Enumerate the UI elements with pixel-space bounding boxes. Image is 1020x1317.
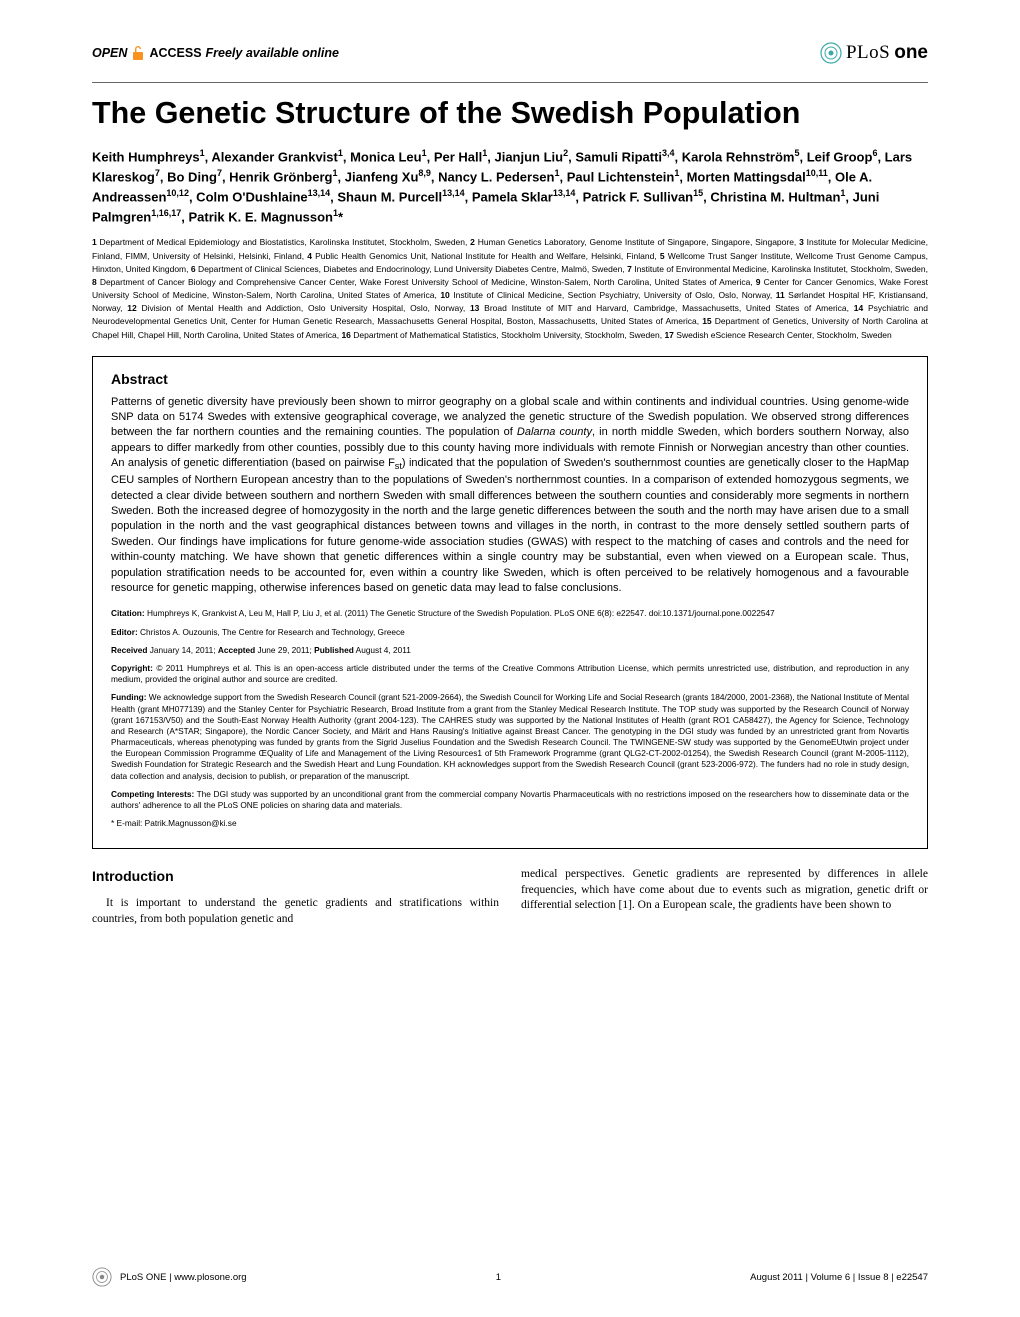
intro-col-right: medical perspectives. Genetic gradients … bbox=[521, 867, 928, 927]
dates: Received January 14, 2011; Accepted June… bbox=[111, 645, 909, 656]
article-title: The Genetic Structure of the Swedish Pop… bbox=[92, 97, 928, 129]
intro-col-left: Introduction It is important to understa… bbox=[92, 867, 499, 927]
editor: Editor: Christos A. Ouzounis, The Centre… bbox=[111, 627, 909, 638]
abstract-heading: Abstract bbox=[111, 371, 909, 387]
open-label: OPEN bbox=[92, 46, 127, 60]
intro-text-left: It is important to understand the geneti… bbox=[92, 896, 499, 927]
copyright: Copyright: © 2011 Humphreys et al. This … bbox=[111, 663, 909, 685]
journal-logo: PLoS one bbox=[820, 42, 928, 64]
open-access-tagline: Freely available online bbox=[206, 46, 339, 60]
funding: Funding: We acknowledge support from the… bbox=[111, 692, 909, 782]
introduction-section: Introduction It is important to understa… bbox=[92, 867, 928, 927]
open-lock-icon bbox=[131, 45, 145, 61]
plos-footer-icon bbox=[92, 1267, 112, 1287]
open-access-badge: OPEN ACCESS Freely available online bbox=[92, 45, 339, 61]
affiliations: 1 Department of Medical Epidemiology and… bbox=[92, 236, 928, 341]
author-list: Keith Humphreys1, Alexander Grankvist1, … bbox=[92, 147, 928, 226]
one-text: one bbox=[894, 42, 928, 64]
page-footer: PLoS ONE | www.plosone.org 1 August 2011… bbox=[92, 1267, 928, 1287]
plos-icon bbox=[820, 42, 842, 64]
access-label: ACCESS bbox=[149, 46, 201, 60]
header-divider bbox=[92, 82, 928, 83]
header-bar: OPEN ACCESS Freely available online PLoS… bbox=[92, 42, 928, 64]
plos-text: PLoS bbox=[846, 42, 890, 64]
intro-text-right: medical perspectives. Genetic gradients … bbox=[521, 867, 928, 914]
competing-interests: Competing Interests: The DGI study was s… bbox=[111, 789, 909, 811]
footer-journal: PLoS ONE | www.plosone.org bbox=[120, 1272, 247, 1283]
corresponding-email: * E-mail: Patrik.Magnusson@ki.se bbox=[111, 818, 909, 829]
citation: Citation: Humphreys K, Grankvist A, Leu … bbox=[111, 608, 909, 619]
abstract-box: Abstract Patterns of genetic diversity h… bbox=[92, 356, 928, 850]
introduction-heading: Introduction bbox=[92, 867, 499, 886]
footer-issue: August 2011 | Volume 6 | Issue 8 | e2254… bbox=[750, 1272, 928, 1283]
footer-left: PLoS ONE | www.plosone.org bbox=[92, 1267, 247, 1287]
abstract-text: Patterns of genetic diversity have previ… bbox=[111, 395, 909, 597]
page-number: 1 bbox=[496, 1272, 501, 1283]
